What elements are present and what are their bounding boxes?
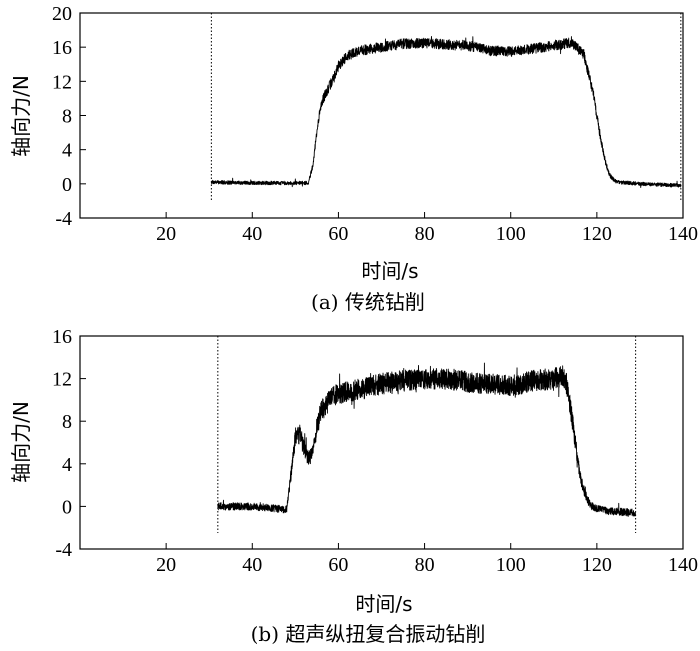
axial-force-series-b bbox=[217, 362, 636, 517]
x-tick-label: 20 bbox=[156, 554, 176, 576]
x-tick-label: 60 bbox=[328, 554, 348, 576]
x-tick-label: 40 bbox=[242, 223, 262, 245]
y-tick-label: 0 bbox=[62, 496, 72, 518]
plot-area-a: 20 40 60 80 100 120 140 -4 0 4 8 12 16 20 bbox=[52, 3, 698, 245]
y-tick-label: 0 bbox=[62, 174, 72, 196]
x-tick-label: 60 bbox=[328, 223, 348, 245]
y-tick-label: 4 bbox=[62, 140, 72, 162]
caption-a: (a) 传统钻削 bbox=[311, 290, 425, 314]
axial-force-series-a bbox=[210, 36, 682, 188]
y-tick-label: 4 bbox=[62, 454, 72, 476]
y-tick-label: 8 bbox=[62, 106, 72, 128]
plot-frame-b bbox=[79, 335, 684, 550]
y-tick-label: -4 bbox=[55, 208, 72, 230]
y-axis-label-a: 轴向力/N bbox=[9, 75, 33, 157]
x-tick-label: 100 bbox=[496, 223, 526, 245]
x-tick-label: 120 bbox=[582, 223, 612, 245]
y-tick-label: 12 bbox=[52, 71, 72, 93]
y-tick-label: 16 bbox=[52, 37, 72, 59]
x-axis-label-a: 时间/s bbox=[361, 259, 418, 283]
plot-area-b: 20 40 60 80 100 120 140 -4 0 4 8 12 16 bbox=[52, 326, 698, 576]
x-tick-label: 100 bbox=[496, 554, 526, 576]
caption-b: (b) 超声纵扭复合振动钻削 bbox=[251, 622, 486, 646]
y-axis-label-b: 轴向力/N bbox=[9, 401, 33, 483]
x-tick-label: 120 bbox=[582, 554, 612, 576]
y-tick-label: -4 bbox=[55, 539, 72, 561]
x-tick-label: 140 bbox=[668, 554, 698, 576]
y-tick-label: 16 bbox=[52, 326, 72, 348]
y-tick-label: 20 bbox=[52, 3, 72, 25]
x-axis-label-b: 时间/s bbox=[355, 592, 412, 616]
x-tick-label: 80 bbox=[415, 223, 435, 245]
y-tick-label: 8 bbox=[62, 411, 72, 433]
y-tick-label: 12 bbox=[52, 369, 72, 391]
chart-panel-b: 20 40 60 80 100 120 140 -4 0 4 8 12 16 时间/s 轴向力/N (b… bbox=[9, 326, 698, 646]
x-tick-label: 140 bbox=[668, 223, 698, 245]
x-tick-label: 20 bbox=[156, 223, 176, 245]
x-tick-label: 40 bbox=[242, 554, 262, 576]
x-tick-label: 80 bbox=[415, 554, 435, 576]
